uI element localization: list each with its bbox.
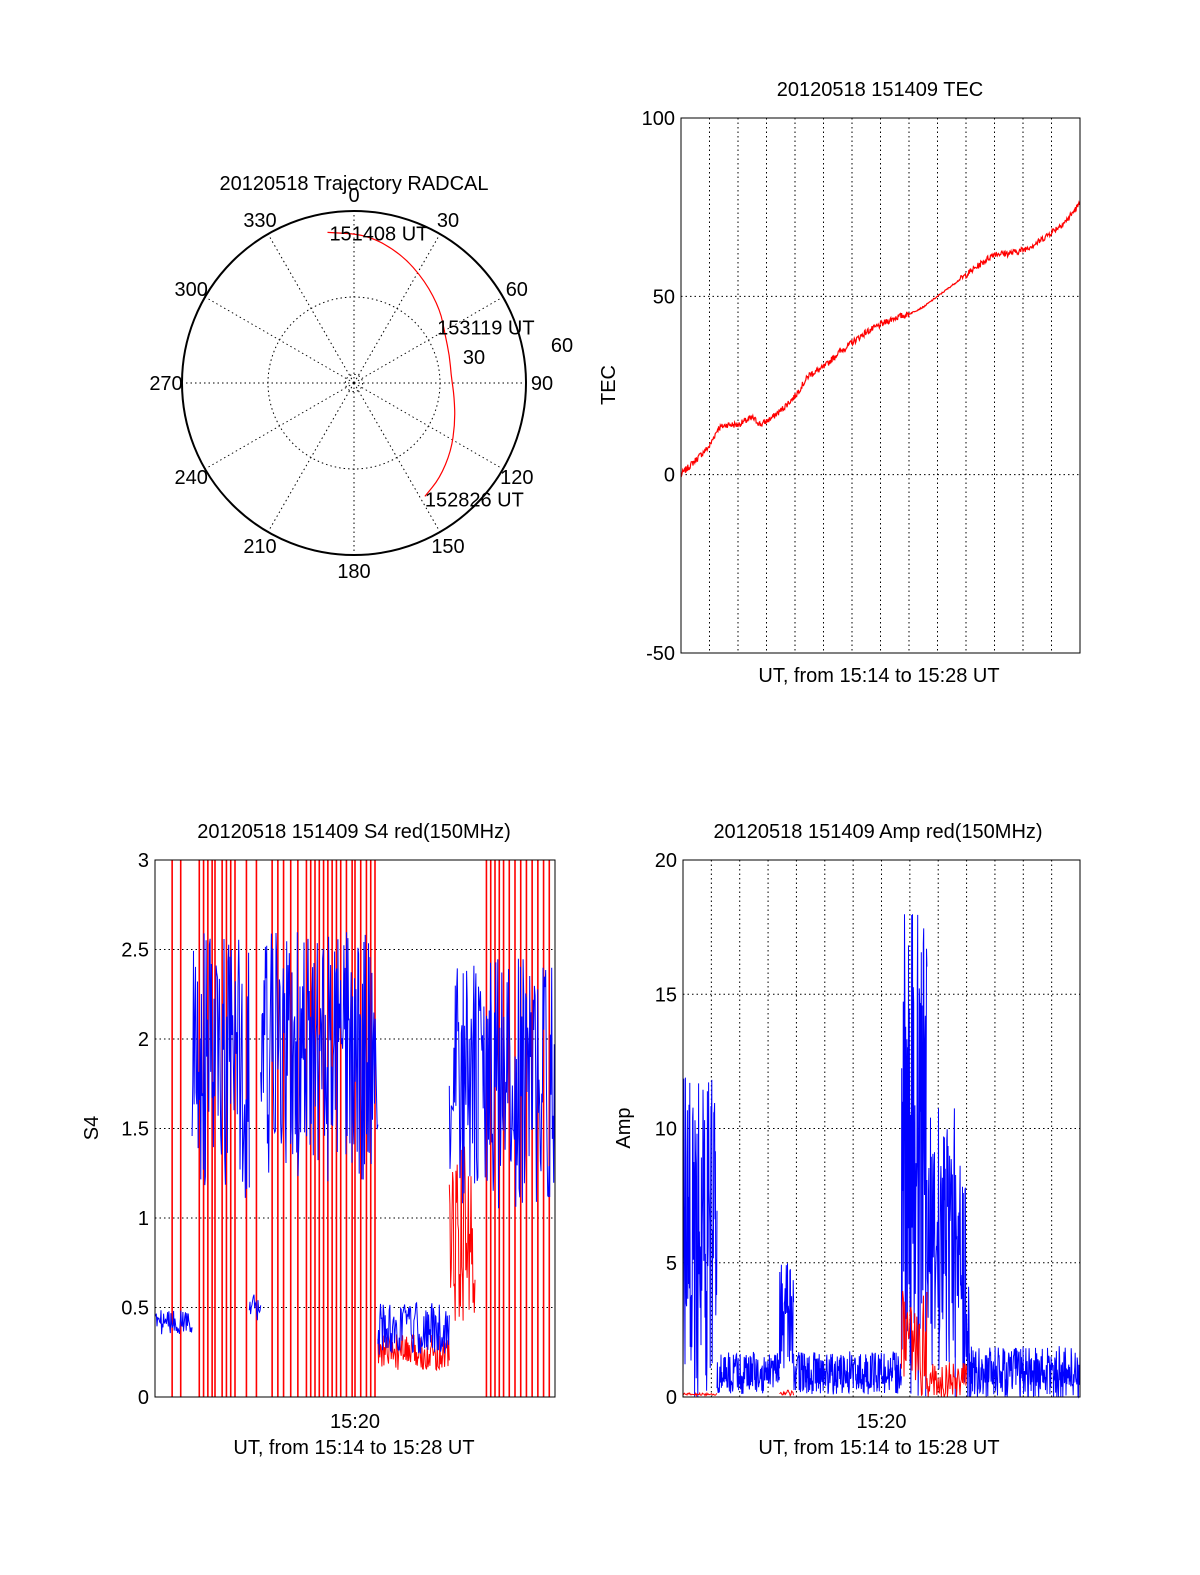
polar-spoke [204,382,355,470]
amp-series-segment [900,1291,928,1396]
polar-angle-label: 330 [243,210,276,232]
polar-angle-label: 90 [531,373,553,395]
polar-ring [344,373,364,393]
trajectory-time-label: 151408 UT [329,223,428,245]
y-tick-label: 0 [666,1387,677,1409]
y-tick-label: 0.5 [121,1298,149,1320]
tec-plot-frame [680,117,1081,654]
y-tick-label: 10 [655,1119,677,1141]
y-tick-label: 2.5 [121,940,149,962]
amp-series-segment [682,1391,718,1398]
y-tick-label: 5 [666,1253,677,1275]
s4-series-segment [448,958,556,1209]
y-tick-label: 1.5 [121,1119,149,1141]
s4-ylabel: S4 [81,1116,103,1140]
polar-angle-label: 300 [174,279,207,301]
tec-xlabel: UT, from 15:14 to 15:28 UT [758,665,999,687]
polar-spoke [267,233,355,384]
tec-title: 20120518 151409 TEC [777,79,983,101]
amp-xtick: 15:20 [856,1411,906,1433]
s4-series-segment [377,1301,450,1355]
amp-series-segment [793,1351,902,1395]
y-tick-label: 15 [655,984,677,1006]
polar-panel: 20120518 Trajectory RADCAL 0 30 60 90 120 150… [149,173,573,583]
amp-series-segment [926,1108,956,1370]
polar-spoke [353,296,504,384]
y-tick-label: 0 [138,1387,149,1409]
amp-series-segment [778,1263,795,1369]
polar-radial-label: 60 [551,335,573,357]
s4-series-segment [248,1294,262,1321]
s4-xlabel: UT, from 15:14 to 15:28 UT [233,1437,474,1459]
tec-ylabel: TEC [598,365,620,405]
y-tick-label: -50 [646,643,675,665]
s4-series-segment [448,1146,476,1321]
amp-title: 20120518 151409 Amp red(150MHz) [713,821,1042,843]
y-tick-label: 1 [138,1208,149,1230]
polar-angle-label: 210 [243,536,276,558]
amp-series-segment [716,1351,780,1395]
y-tick-label: 50 [653,286,675,308]
tec-panel: 20120518 151409 TEC -50 0 50 100 TEC UT, fr… [598,79,1081,687]
polar-angle-label: 180 [337,561,370,583]
polar-angle-label: 30 [437,210,459,232]
polar-radial-label: 30 [463,347,485,369]
s4-panel: 20120518 151409 S4 red(150MHz) 0 0.5 1 1.5 2… [81,821,556,1459]
s4-series-segment [191,933,250,1198]
polar-spoke [353,382,504,470]
s4-series [154,860,556,1397]
amp-y-tick-labels: 0 5 10 15 20 [655,850,677,1409]
polar-spoke [204,296,355,384]
y-tick-label: 100 [642,108,675,130]
trajectory-time-label: 152826 UT [425,489,524,511]
amp-series-segment [968,1346,1081,1399]
polar-spoke [353,382,441,533]
y-tick-label: 2 [138,1029,149,1051]
amp-xlabel: UT, from 15:14 to 15:28 UT [758,1437,999,1459]
trajectory-time-label: 153119 UT [437,318,534,340]
polar-grid [181,210,527,556]
s4-plot-frame [154,859,556,1398]
s4-series-segment [154,1310,193,1335]
amp-series-segment [682,1077,718,1397]
amp-plot-frame [682,859,1081,1398]
tec-y-tick-labels: -50 0 50 100 [642,108,675,665]
polar-angle-label: 120 [500,467,533,489]
s4-series-segment [260,932,379,1182]
trajectory-line [327,231,456,497]
s4-xtick: 15:20 [330,1411,380,1433]
polar-angle-labels: 0 30 60 90 120 150 180 210 240 270 300 330 [149,185,553,583]
trajectory-annotations: 151408 UT 153119 UT 152826 UT [329,223,534,511]
amp-series-segment [779,1389,795,1397]
polar-angle-label: 60 [506,279,528,301]
amp-grid [683,859,1080,1398]
polar-radial-labels: 30 60 [463,335,573,369]
polar-angle-label: 240 [174,467,207,489]
polar-spoke [267,382,355,533]
y-tick-label: 3 [138,850,149,872]
amp-panel: 20120518 151409 Amp red(150MHz) 0 5 10 15 20… [613,821,1081,1459]
polar-title: 20120518 Trajectory RADCAL [219,173,488,195]
y-tick-label: 20 [655,850,677,872]
amp-series-segment [926,1362,968,1398]
y-tick-label: 0 [664,465,675,487]
s4-y-tick-labels: 0 0.5 1 1.5 2 2.5 3 [121,850,149,1409]
amp-series-segment [954,1165,970,1398]
polar-angle-label: 150 [431,536,464,558]
s4-title: 20120518 151409 S4 red(150MHz) [197,821,511,843]
polar-angle-label: 270 [149,373,182,395]
amp-series [682,914,1081,1399]
tec-grid [681,117,1080,654]
amp-ylabel: Amp [613,1107,635,1148]
polar-angle-label: 0 [348,185,359,207]
tec-series-line [680,200,1080,478]
polar-spoke [353,233,441,384]
